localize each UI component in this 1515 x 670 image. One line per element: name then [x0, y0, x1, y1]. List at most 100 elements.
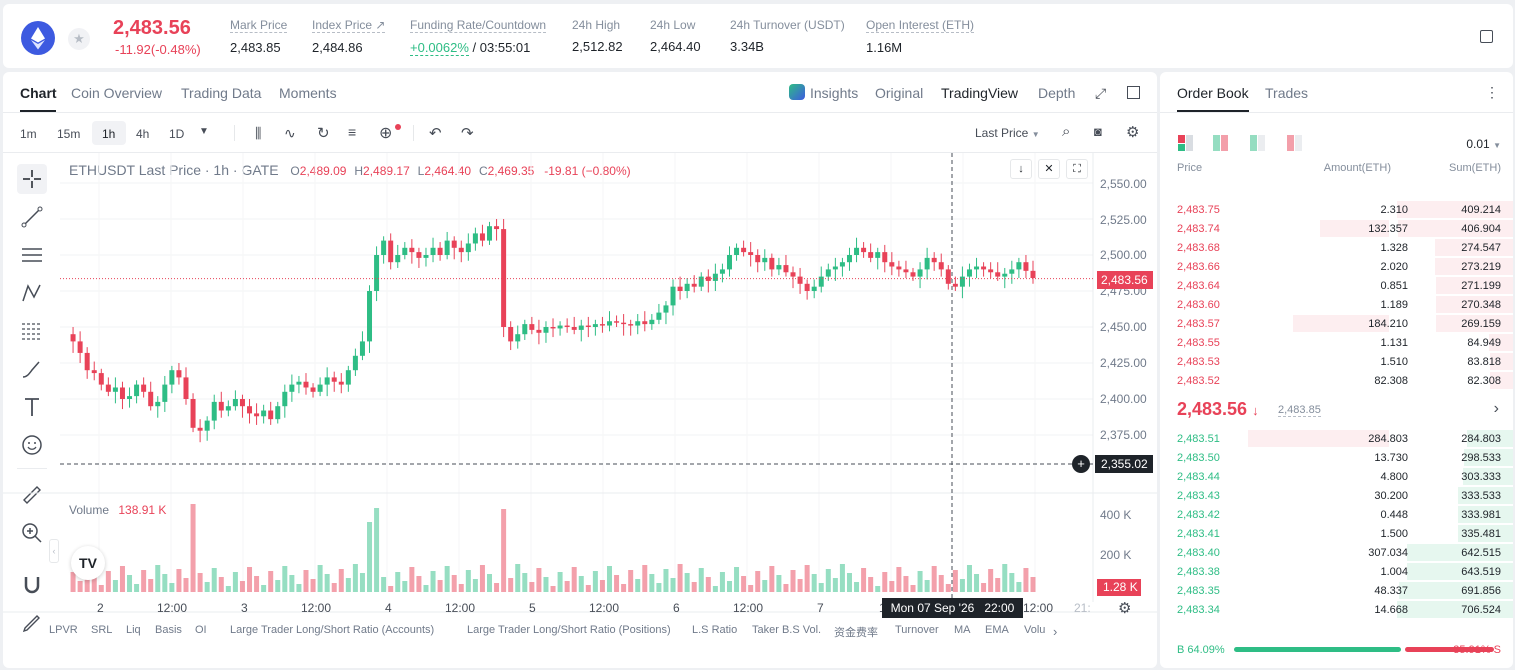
precision-select[interactable]: 0.01 ▼: [1466, 137, 1501, 151]
stat-index-price[interactable]: Index Price ↗ 2,484.86: [312, 18, 386, 55]
indicator-ls-positions[interactable]: Large Trader Long/Short Ratio (Positions…: [467, 624, 671, 636]
add-alert-icon[interactable]: ⊕: [379, 125, 393, 142]
indicators-icon[interactable]: ∿: [284, 125, 296, 141]
tab-moments[interactable]: Moments: [279, 85, 337, 101]
favorite-star-icon[interactable]: ★: [68, 28, 90, 50]
indicator-ema[interactable]: EMA: [985, 624, 1009, 636]
indicator-liq[interactable]: Liq: [126, 624, 141, 636]
interval-1d[interactable]: 1D: [169, 127, 185, 141]
tab-trades[interactable]: Trades: [1265, 85, 1309, 101]
bid-row[interactable]: 2,483.51 284.803 284.803: [1160, 429, 1513, 448]
horizontal-lines-icon[interactable]: [17, 240, 47, 270]
add-price-line-icon[interactable]: +: [1072, 455, 1090, 473]
pattern-icon[interactable]: [17, 278, 47, 308]
bid-row[interactable]: 2,483.38 1.004 643.519: [1160, 562, 1513, 581]
indicator-ls-accounts[interactable]: Large Trader Long/Short Ratio (Accounts): [230, 624, 435, 636]
indicator-taker-vol[interactable]: Taker B.S Vol.: [752, 624, 822, 636]
ask-row[interactable]: 2,483.57 184.210 269.159: [1160, 314, 1513, 333]
layout-asks-icon[interactable]: [1287, 135, 1303, 151]
chevron-right-icon[interactable]: ›: [1493, 400, 1499, 417]
redo-icon[interactable]: ↷: [461, 125, 474, 142]
candlestick-chart[interactable]: [3, 72, 1157, 668]
ask-row[interactable]: 2,483.74 132.357 406.904: [1160, 219, 1513, 238]
interval-1h[interactable]: 1h: [102, 127, 116, 141]
ask-row[interactable]: 2,483.60 1.189 270.348: [1160, 295, 1513, 314]
bid-row[interactable]: 2,483.34 14.668 706.524: [1160, 600, 1513, 619]
zoom-in-icon[interactable]: [17, 518, 47, 548]
templates-icon[interactable]: ≡: [348, 124, 357, 140]
tab-order-book[interactable]: Order Book: [1177, 85, 1249, 101]
pencil-lock-icon[interactable]: [17, 608, 47, 638]
tab-chart[interactable]: Chart: [20, 85, 57, 101]
search-icon[interactable]: ⌕: [1062, 123, 1071, 140]
fullscreen-icon[interactable]: ⛶: [1066, 159, 1088, 179]
tradingview-logo-icon[interactable]: TV: [71, 546, 105, 580]
trend-line-icon[interactable]: [17, 202, 47, 232]
candle-body: [698, 276, 704, 287]
scroll-down-icon[interactable]: ↓: [1010, 159, 1032, 179]
view-insights[interactable]: Insights: [810, 85, 859, 101]
volume-bar: [479, 565, 485, 592]
bid-row[interactable]: 2,483.42 0.448 333.981: [1160, 505, 1513, 524]
time-settings-icon[interactable]: ⚙: [1118, 600, 1132, 617]
candle-body: [211, 401, 217, 421]
collapse-chart-icon[interactable]: ✕: [1038, 159, 1060, 179]
interval-dropdown-icon[interactable]: ▼: [199, 126, 209, 137]
bid-row[interactable]: 2,483.50 13.730 298.533: [1160, 448, 1513, 467]
interval-4h[interactable]: 4h: [136, 127, 150, 141]
text-tool-icon[interactable]: [17, 392, 47, 422]
layout-split-icon[interactable]: [1213, 135, 1229, 151]
ask-row[interactable]: 2,483.64 0.851 271.199: [1160, 276, 1513, 295]
ask-row[interactable]: 2,483.53 1.510 83.818: [1160, 352, 1513, 371]
view-depth[interactable]: Depth: [1038, 85, 1076, 101]
indicator-turnover[interactable]: Turnover: [895, 624, 939, 636]
candle-type-icon[interactable]: ⫼: [255, 125, 262, 141]
ruler-icon[interactable]: [17, 480, 47, 510]
fib-retracement-icon[interactable]: [17, 316, 47, 346]
order-price: 2,483.44: [1177, 471, 1220, 483]
view-original[interactable]: Original: [875, 85, 924, 101]
bid-row[interactable]: 2,483.35 48.337 691.856: [1160, 581, 1513, 600]
crosshair-icon[interactable]: [17, 164, 47, 194]
ask-row[interactable]: 2,483.68 1.328 274.547: [1160, 238, 1513, 257]
ask-row[interactable]: 2,483.52 82.308 82.308: [1160, 371, 1513, 390]
layout-both-icon[interactable]: [1178, 135, 1194, 151]
tab-coin-overview[interactable]: Coin Overview: [71, 85, 163, 101]
camera-icon[interactable]: ◙: [1094, 124, 1102, 139]
bid-row[interactable]: 2,483.44 4.800 303.333: [1160, 467, 1513, 486]
layout-bids-icon[interactable]: [1250, 135, 1266, 151]
volume-bar: [748, 585, 754, 592]
collapse-toolbar-icon[interactable]: ‹: [49, 539, 59, 563]
bid-row[interactable]: 2,483.41 1.500 335.481: [1160, 524, 1513, 543]
ask-row[interactable]: 2,483.55 1.131 84.949: [1160, 333, 1513, 352]
indicator-lpvr[interactable]: LPVR: [49, 624, 78, 636]
refresh-icon[interactable]: ↻: [317, 125, 330, 142]
interval-15m[interactable]: 15m: [57, 127, 81, 141]
ask-row[interactable]: 2,483.75 2.310 409.214: [1160, 200, 1513, 219]
indicator-oi[interactable]: OI: [195, 624, 207, 636]
indicator-srl[interactable]: SRL: [91, 624, 113, 636]
interval-1m[interactable]: 1m: [20, 127, 37, 141]
indicator-ma[interactable]: MA: [954, 624, 971, 636]
ask-row[interactable]: 2,483.66 2.020 273.219: [1160, 257, 1513, 276]
indicator-basis[interactable]: Basis: [155, 624, 182, 636]
more-menu-icon[interactable]: ⋮: [1485, 84, 1499, 100]
expand-icon[interactable]: ⤢: [1095, 85, 1107, 101]
bid-row[interactable]: 2,483.40 307.034 642.515: [1160, 543, 1513, 562]
undo-icon[interactable]: ↶: [429, 125, 442, 142]
window-icon[interactable]: [1127, 86, 1140, 99]
bid-row[interactable]: 2,483.43 30.200 333.533: [1160, 486, 1513, 505]
magnet-icon[interactable]: [17, 570, 47, 600]
indicator-ls-ratio[interactable]: L.S Ratio: [692, 624, 738, 636]
notebook-icon[interactable]: [1480, 30, 1493, 43]
brush-icon[interactable]: [17, 354, 47, 384]
emoji-icon[interactable]: [17, 430, 47, 460]
chevron-right-icon[interactable]: ›: [1053, 624, 1058, 639]
last-price-select[interactable]: Last Price ▼: [975, 126, 1040, 140]
settings-gear-icon[interactable]: ⚙: [1126, 124, 1140, 141]
indicator-volume[interactable]: Volu: [1024, 624, 1046, 636]
ai-insights-icon[interactable]: [789, 84, 805, 100]
view-tradingview[interactable]: TradingView: [941, 85, 1019, 101]
indicator-funding-rate[interactable]: 资金费率: [834, 627, 878, 639]
tab-trading-data[interactable]: Trading Data: [181, 85, 262, 101]
